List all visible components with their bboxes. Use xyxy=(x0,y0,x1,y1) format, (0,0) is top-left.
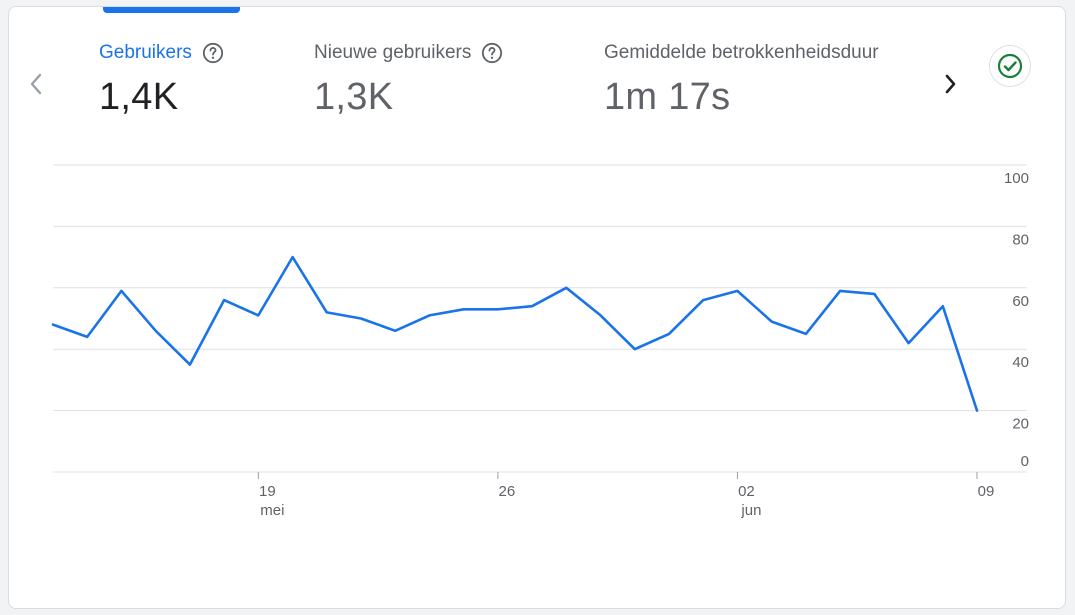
series-line-users xyxy=(51,255,979,412)
x-tick-label-day: 02 xyxy=(738,483,755,500)
y-tick-label: 100 xyxy=(1004,170,1029,187)
metric-value-new-users: 1,3K xyxy=(314,76,394,118)
help-circle-icon[interactable] xyxy=(202,42,224,64)
metrics-card: Gebruikers 1,4K Nieuwe gebruikers 1,3K G… xyxy=(8,6,1066,609)
metric-tab-engagement-time[interactable]: Gemiddelde betrokkenheidsduur 1m 17s xyxy=(604,41,922,119)
metric-label-new-users: Nieuwe gebruikers xyxy=(314,42,472,63)
metric-value-users: 1,4K xyxy=(99,76,179,118)
previous-metric-button[interactable] xyxy=(21,69,51,99)
chevron-left-icon xyxy=(30,73,42,95)
x-tick-label-month: mei xyxy=(260,502,284,519)
check-circle-icon xyxy=(997,53,1023,79)
y-tick-label: 40 xyxy=(1012,354,1029,371)
chevron-right-icon xyxy=(945,74,956,94)
y-tick-label: 60 xyxy=(1012,293,1029,310)
y-tick-label: 80 xyxy=(1012,231,1029,248)
active-tab-indicator xyxy=(103,7,240,13)
help-circle-icon[interactable] xyxy=(481,42,503,64)
metric-label-engagement-time: Gemiddelde betrokkenheidsduur xyxy=(604,42,879,63)
y-tick-label: 0 xyxy=(1021,453,1029,470)
metric-tab-users[interactable]: Gebruikers 1,4K xyxy=(99,41,224,119)
line-chart: 100 80 60 40 20 0 19 mei 26 02 jun 09 xyxy=(51,164,1029,519)
metric-value-engagement-time: 1m 17s xyxy=(604,76,731,118)
y-tick-label: 20 xyxy=(1012,416,1029,433)
metric-label-users: Gebruikers xyxy=(99,42,192,63)
x-tick-label-day: 09 xyxy=(978,483,995,500)
x-tick-label-month: jun xyxy=(740,502,761,519)
status-badge[interactable] xyxy=(989,45,1031,87)
next-metric-button[interactable] xyxy=(935,69,965,99)
metric-tab-new-users[interactable]: Nieuwe gebruikers 1,3K xyxy=(314,41,503,119)
x-tick-label-day: 19 xyxy=(259,483,276,500)
x-tick-label-day: 26 xyxy=(499,483,516,500)
